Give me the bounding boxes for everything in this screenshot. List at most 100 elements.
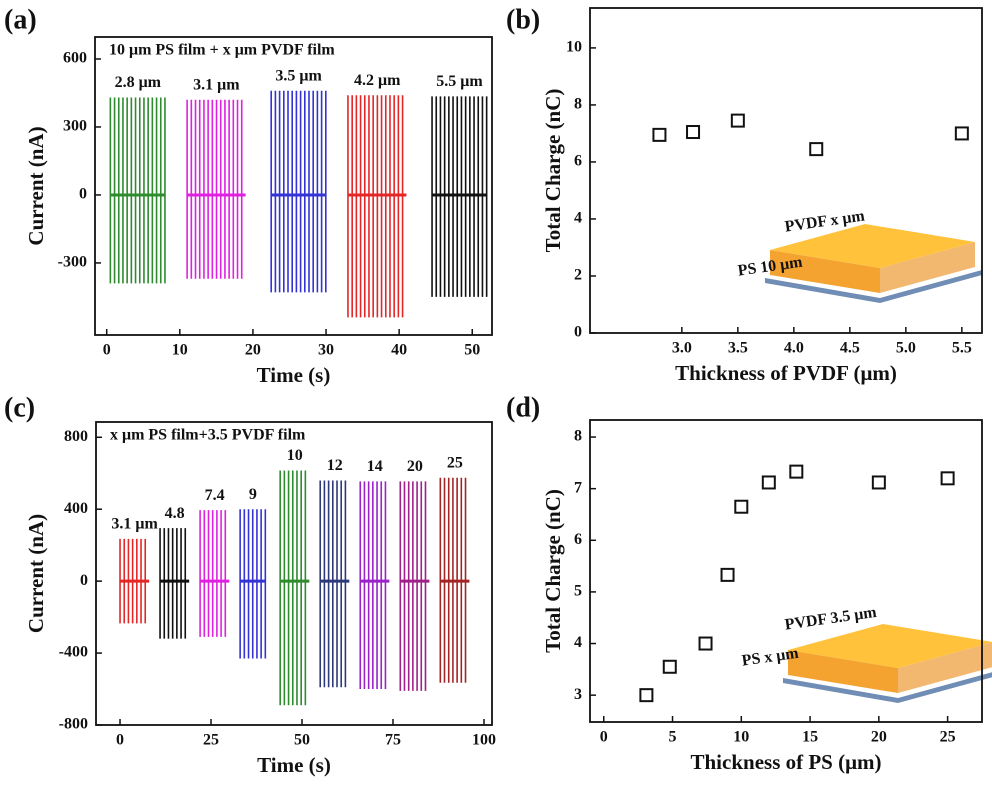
- y-axis-label: Current (nA): [24, 126, 48, 245]
- x-tick-label: 10: [733, 729, 749, 746]
- y-tick-label: 7: [574, 479, 582, 496]
- substrate: [765, 270, 982, 303]
- y-tick-label: -300: [58, 254, 87, 271]
- x-axis-label: Thickness of PVDF (μm): [675, 361, 897, 385]
- group-label: 20: [407, 458, 423, 475]
- x-tick-label: 0: [116, 732, 124, 749]
- point: [761, 475, 776, 490]
- plot-frame: [589, 419, 983, 723]
- point: [639, 688, 654, 703]
- plot-title: x μm PS film+3.5 PVDF film: [110, 427, 306, 444]
- y-tick-label: 5: [574, 583, 582, 600]
- plot-frame: [95, 421, 493, 726]
- point: [698, 636, 713, 651]
- y-tick-label: 0: [80, 572, 88, 589]
- slab-top: [770, 224, 975, 268]
- x-tick-label: 20: [871, 729, 887, 746]
- y-tick-label: 600: [63, 50, 87, 67]
- x-axis-label: Thickness of PS (μm): [691, 750, 882, 774]
- group-label: 4.2 μm: [354, 72, 401, 89]
- point: [789, 464, 804, 479]
- pulse-group: [186, 99, 246, 279]
- group-label: 14: [367, 458, 383, 475]
- panel-label: (b): [506, 4, 540, 35]
- plot-title: 10 μm PS film + x μm PVDF film: [109, 42, 335, 59]
- pulse-group: [159, 528, 190, 639]
- y-tick-label: 400: [64, 500, 88, 517]
- substrate: [783, 672, 992, 703]
- x-axis-label: Time (s): [257, 363, 331, 387]
- group-label: 7.4: [205, 487, 225, 504]
- x-tick-label: 10: [172, 342, 188, 359]
- group-label: 9: [249, 486, 257, 503]
- x-tick-label: 40: [391, 342, 407, 359]
- point: [954, 126, 969, 141]
- y-tick-label: 10: [566, 39, 582, 56]
- x-tick-label: 50: [294, 732, 310, 749]
- x-tick-label: 5.5: [952, 340, 972, 357]
- pulse-group: [239, 509, 267, 659]
- slab-front: [770, 250, 880, 293]
- point: [652, 127, 667, 142]
- pulse-group: [347, 95, 407, 318]
- point: [720, 567, 735, 582]
- x-tick-label: 5.0: [896, 340, 916, 357]
- group-label: 3.1 μm: [193, 76, 240, 93]
- panel-label: (c): [4, 392, 35, 423]
- point: [662, 659, 677, 674]
- point: [730, 113, 745, 128]
- x-tick-label: 5: [669, 729, 677, 746]
- slab-side: [880, 242, 975, 293]
- y-tick-label: 8: [574, 96, 582, 113]
- y-axis-label: Current (nA): [24, 514, 48, 633]
- panel-label: (d): [506, 392, 540, 423]
- group-label: 2.8 μm: [115, 74, 162, 91]
- x-tick-label: 0: [103, 342, 111, 359]
- x-tick-label: 3.5: [728, 340, 748, 357]
- y-tick-label: 8: [574, 428, 582, 445]
- y-tick-label: 300: [63, 118, 87, 135]
- point: [734, 499, 749, 514]
- point: [686, 125, 701, 140]
- point: [871, 475, 886, 490]
- pulse-group: [439, 477, 470, 683]
- pulse-group: [399, 481, 430, 691]
- panel-label: (a): [4, 4, 37, 35]
- point: [940, 471, 955, 486]
- y-tick-label: 0: [574, 324, 582, 341]
- pulse-group: [431, 96, 488, 297]
- y-tick-label: 800: [64, 428, 88, 445]
- group-label: 25: [447, 454, 463, 471]
- x-tick-label: 25: [203, 732, 219, 749]
- slab-side: [898, 642, 992, 693]
- x-tick-label: 50: [464, 342, 480, 359]
- y-tick-label: 3: [574, 686, 582, 703]
- group-label: 4.8: [165, 505, 185, 522]
- x-tick-label: 0: [600, 729, 608, 746]
- x-tick-label: 4.0: [784, 340, 804, 357]
- y-tick-label: 0: [79, 186, 87, 203]
- x-axis-label: Time (s): [257, 753, 331, 777]
- group-label: 5.5 μm: [436, 73, 483, 90]
- y-tick-label: 6: [574, 153, 582, 170]
- x-tick-label: 100: [472, 732, 496, 749]
- x-tick-label: 25: [940, 729, 956, 746]
- y-tick-label: 4: [574, 210, 582, 227]
- x-tick-label: 20: [245, 342, 261, 359]
- y-tick-label: -800: [59, 716, 88, 733]
- pulse-group: [119, 538, 150, 624]
- pulse-group: [319, 480, 350, 688]
- x-tick-label: 15: [802, 729, 818, 746]
- y-axis-label: Total Charge (nC): [541, 89, 565, 253]
- y-tick-label: 2: [574, 267, 582, 284]
- group-label: 3.5 μm: [275, 67, 322, 84]
- x-tick-label: 3.0: [672, 340, 692, 357]
- y-axis-label: Total Charge (nC): [541, 489, 565, 653]
- pulse-group: [109, 97, 166, 284]
- pulse-group: [359, 481, 390, 690]
- plot-frame: [589, 7, 983, 334]
- pulse-group: [270, 90, 327, 293]
- group-label: 12: [327, 457, 343, 474]
